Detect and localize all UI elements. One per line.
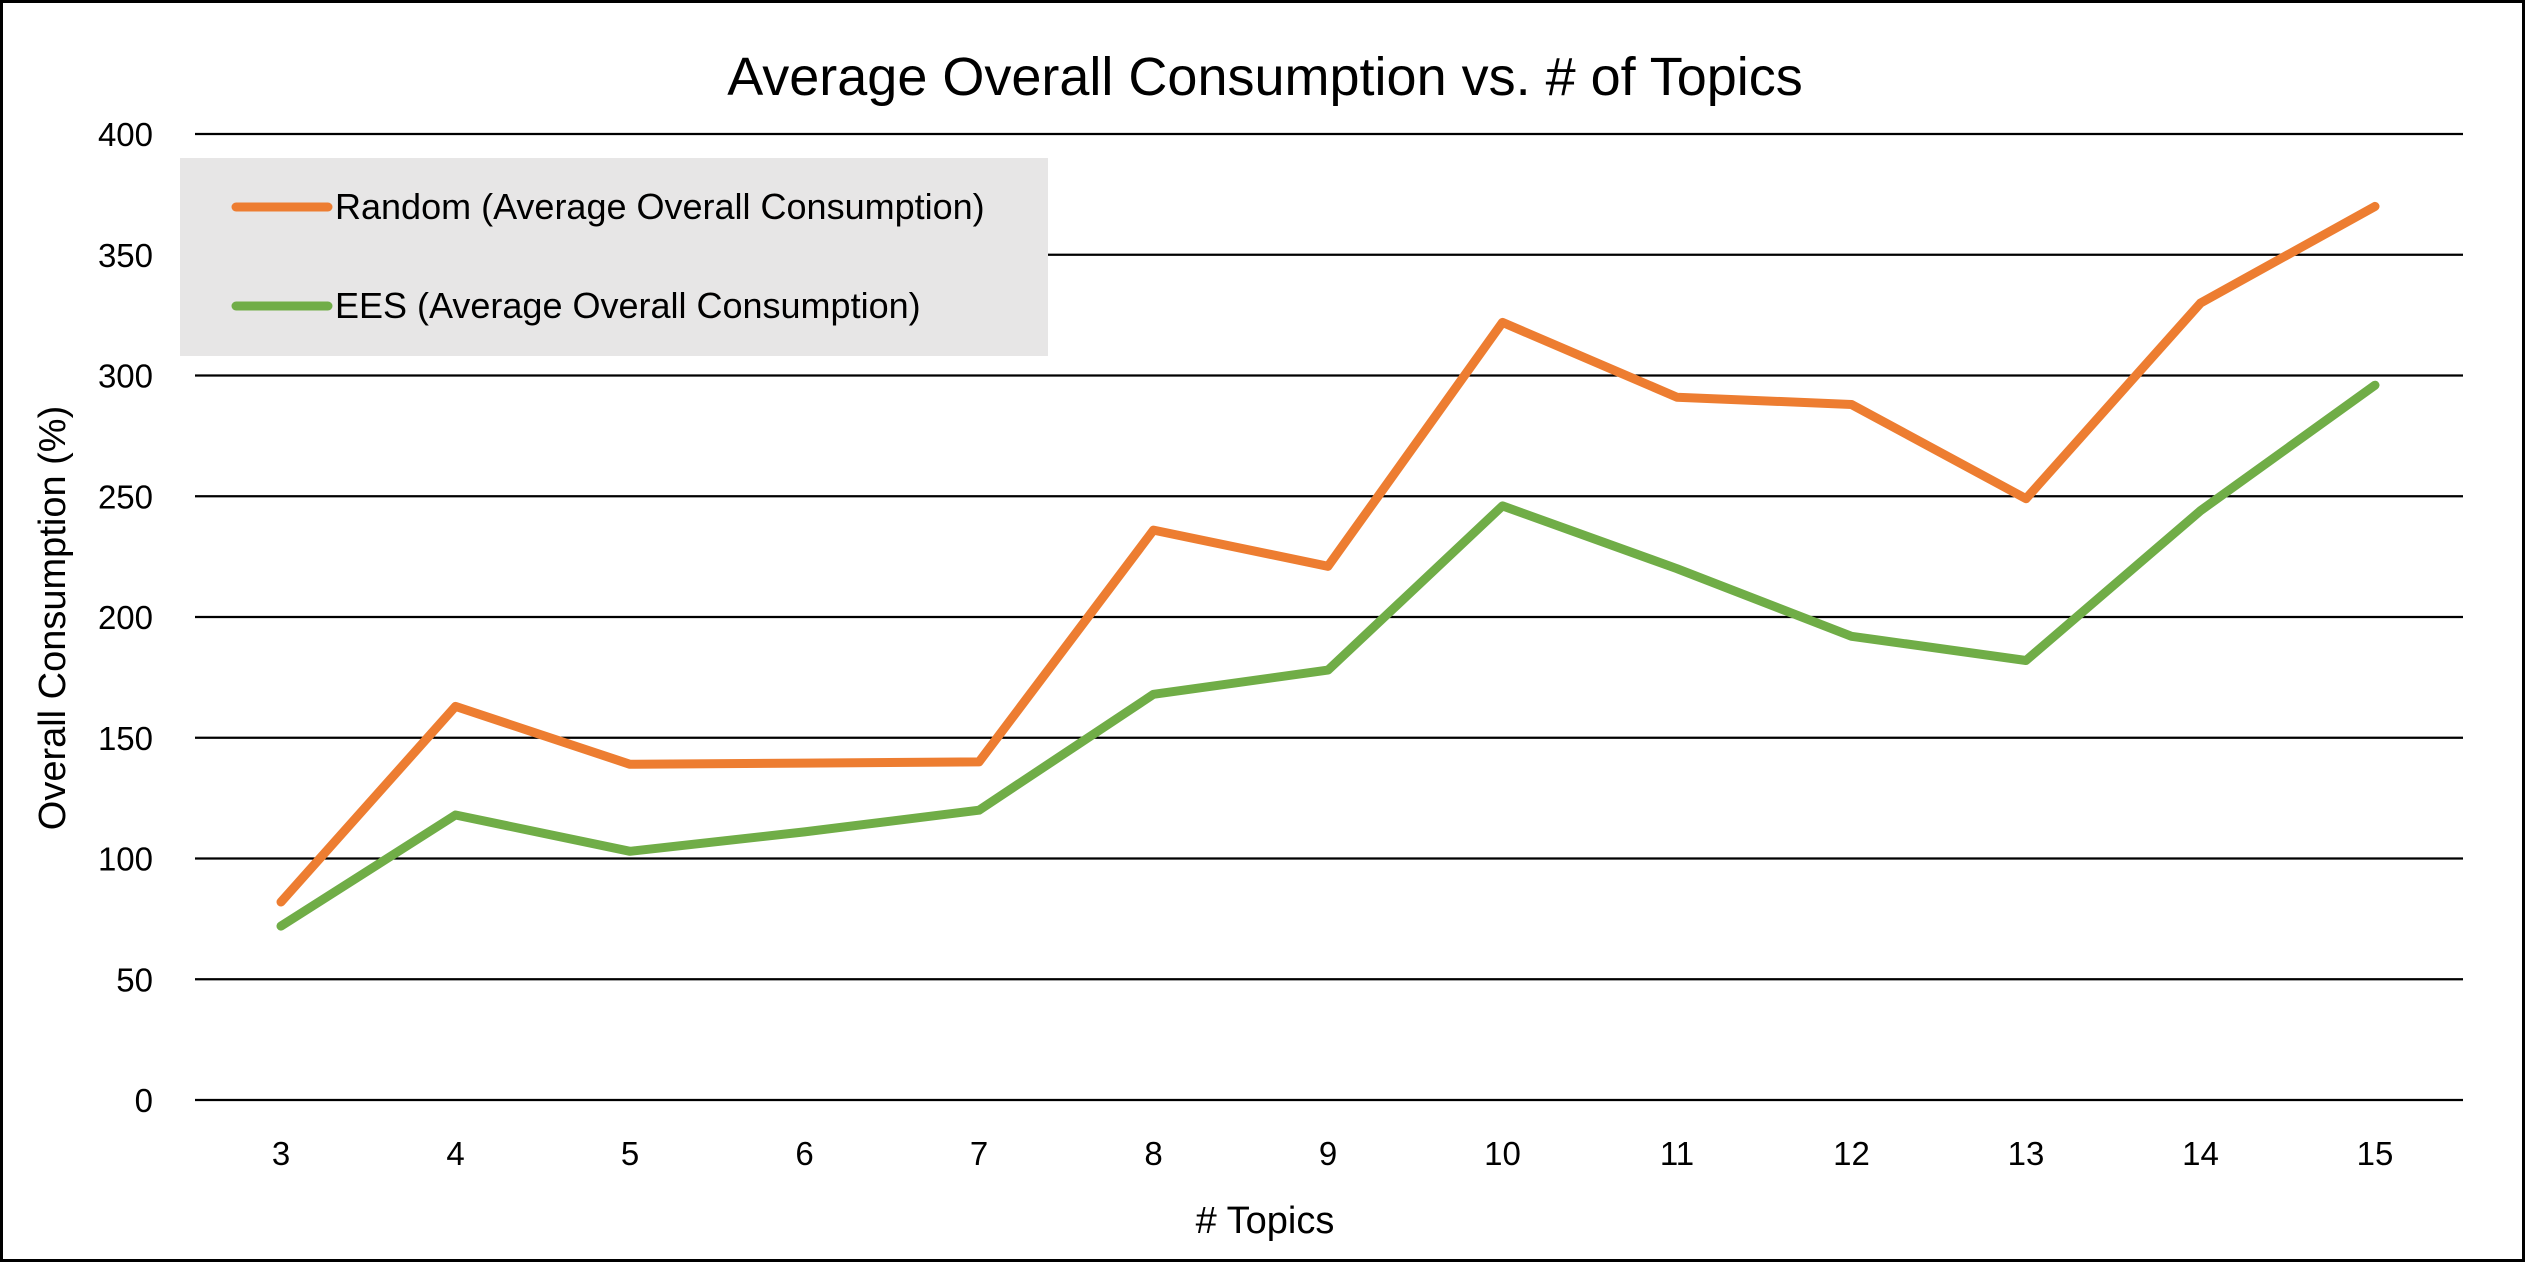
x-tick-label: 6 [795,1135,813,1172]
y-axis-ticks: 0 50 100 150 200 250 300 350 400 [98,116,153,1119]
y-tick-label: 200 [98,599,153,636]
y-tick-label: 350 [98,237,153,274]
x-tick-label: 5 [621,1135,639,1172]
x-tick-label: 9 [1319,1135,1337,1172]
x-tick-label: 13 [2008,1135,2045,1172]
x-tick-label: 14 [2182,1135,2219,1172]
chart-title: Average Overall Consumption vs. # of Top… [727,47,1803,107]
y-axis-label: Overall Consumption (%) [32,406,74,830]
y-tick-label: 250 [98,478,153,515]
x-axis-label: # Topics [1196,1200,1335,1242]
y-tick-label: 50 [116,961,153,998]
x-tick-label: 11 [1660,1135,1694,1172]
x-tick-label: 8 [1144,1135,1162,1172]
x-axis-ticks: 3 4 5 6 7 8 9 10 11 12 13 14 15 [272,1135,2394,1172]
x-tick-label: 10 [1484,1135,1521,1172]
x-tick-label: 12 [1833,1135,1870,1172]
legend: Random (Average Overall Consumption) EES… [180,158,1048,356]
y-tick-label: 400 [98,116,153,153]
line-chart: 3 4 5 6 7 8 9 10 11 12 13 14 15 0 50 100 150 200 250 300 35… [3,3,2525,1265]
y-tick-label: 100 [98,841,153,878]
legend-label-ees: EES (Average Overall Consumption) [335,285,921,326]
x-tick-label: 4 [446,1135,464,1172]
x-tick-label: 15 [2357,1135,2394,1172]
y-tick-label: 300 [98,358,153,395]
y-tick-label: 150 [98,720,153,757]
y-tick-label: 0 [135,1082,153,1119]
x-tick-label: 3 [272,1135,290,1172]
x-tick-label: 7 [970,1135,988,1172]
legend-label-random: Random (Average Overall Consumption) [335,186,985,227]
